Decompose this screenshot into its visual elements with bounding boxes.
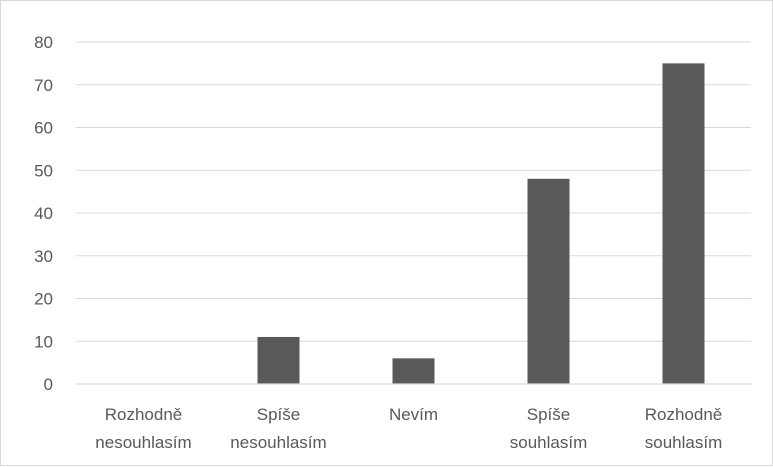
x-category-label-line: Nevím bbox=[389, 405, 438, 424]
x-category-label-line: Spíše bbox=[527, 405, 570, 424]
y-tick-label: 10 bbox=[34, 332, 53, 351]
x-category-label: Nevím bbox=[389, 405, 438, 424]
x-category-label: Rozhodně souhlasím bbox=[645, 405, 723, 452]
y-tick-label: 30 bbox=[34, 247, 53, 266]
x-category-label-line: Rozhodně bbox=[105, 405, 183, 424]
y-axis-ticks: 0 10 20 30 40 50 60 70 80 bbox=[34, 33, 53, 394]
bar-4 bbox=[662, 63, 705, 384]
bar-2 bbox=[392, 358, 435, 384]
y-tick-label: 20 bbox=[34, 290, 53, 309]
x-category-label-line: Rozhodně bbox=[645, 405, 723, 424]
x-category-label-line: nesouhlasím bbox=[95, 433, 191, 452]
gridlines bbox=[76, 41, 751, 342]
x-category-label: Spíše souhlasím bbox=[510, 405, 587, 452]
x-category-label: Spíše nesouhlasím bbox=[230, 405, 326, 452]
x-category-label-line: Spíše bbox=[257, 405, 300, 424]
y-tick-label: 40 bbox=[34, 204, 53, 223]
bars bbox=[257, 63, 705, 384]
x-category-label-line: nesouhlasím bbox=[230, 433, 326, 452]
x-category-label-line: souhlasím bbox=[645, 433, 722, 452]
y-tick-label: 50 bbox=[34, 161, 53, 180]
y-tick-label: 70 bbox=[34, 76, 53, 95]
bar-3 bbox=[527, 178, 570, 384]
y-tick-label: 60 bbox=[34, 119, 53, 138]
bar-1 bbox=[257, 336, 300, 384]
x-axis-labels: Rozhodně nesouhlasím Spíše nesouhlasím Nevím… bbox=[95, 405, 722, 452]
y-tick-label: 0 bbox=[44, 375, 53, 394]
x-category-label-line: souhlasím bbox=[510, 433, 587, 452]
x-category-label: Rozhodně nesouhlasím bbox=[95, 405, 191, 452]
y-tick-label: 80 bbox=[34, 33, 53, 52]
